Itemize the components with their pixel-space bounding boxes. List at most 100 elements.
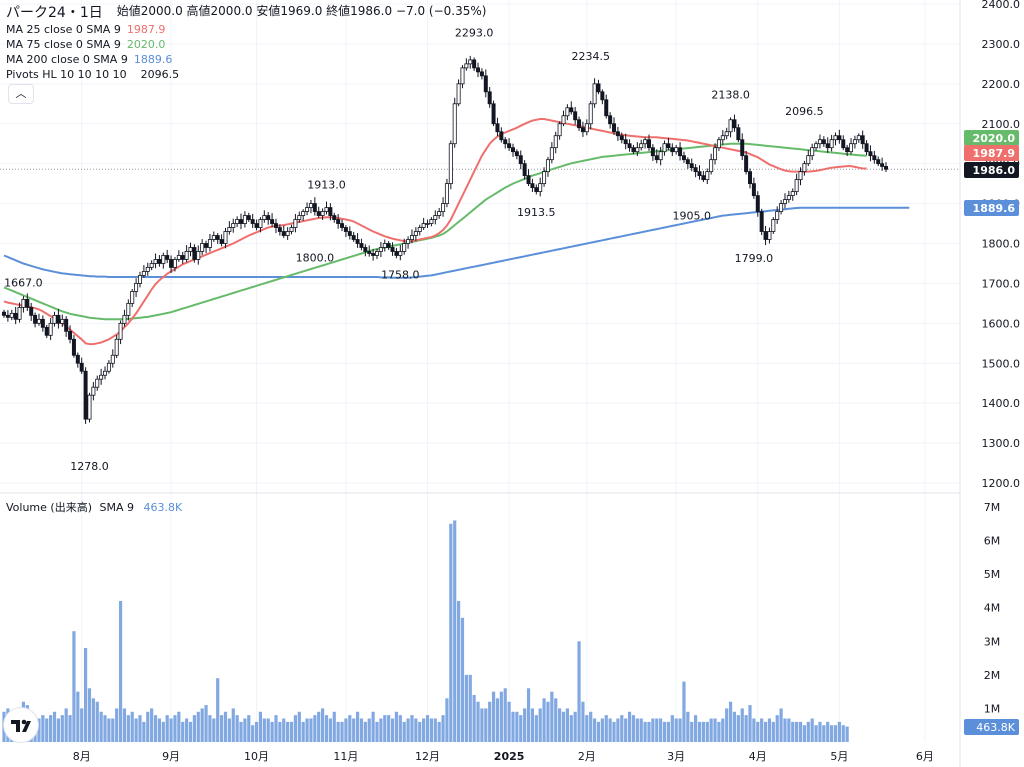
- candle-body: [394, 251, 399, 256]
- volume-bar: [254, 721, 259, 742]
- volume-label[interactable]: Volume (出来高): [6, 501, 92, 514]
- volume-bar: [818, 721, 822, 742]
- pivot-label: 1905.0: [672, 210, 711, 223]
- candle-body: [36, 318, 41, 324]
- candle-body: [246, 215, 251, 220]
- candle-body: [650, 147, 655, 157]
- candle-body: [382, 243, 387, 248]
- volume-bar: [565, 708, 569, 742]
- candle-body: [658, 151, 663, 161]
- volume-bar: [721, 718, 725, 742]
- volume-bar: [146, 711, 150, 742]
- candle-body: [130, 290, 135, 304]
- candle-body: [215, 235, 220, 240]
- candle-body: [689, 163, 694, 169]
- ma75-label[interactable]: MA 75 close 0 SMA 9: [6, 38, 121, 51]
- candle-body: [841, 139, 846, 149]
- volume-bar: [763, 721, 768, 742]
- volume-bar: [235, 715, 239, 742]
- candle-body: [44, 326, 49, 336]
- candle-body: [33, 314, 38, 324]
- candle-body: [262, 215, 267, 220]
- price-tick-label: 1200.0: [982, 477, 1021, 490]
- tradingview-logo[interactable]: [4, 708, 38, 742]
- candle-body: [211, 235, 216, 240]
- volume-bar: [383, 715, 387, 742]
- candle-body: [510, 147, 515, 153]
- candle-body: [790, 191, 795, 197]
- volume-bar: [301, 721, 305, 742]
- candle-body: [817, 139, 822, 145]
- candle-body: [472, 59, 477, 69]
- collapse-legend-button[interactable]: ︿: [8, 84, 34, 104]
- volume-bar: [286, 721, 290, 742]
- symbol-title[interactable]: パーク24・1日: [6, 5, 103, 21]
- candle-body: [864, 143, 869, 153]
- candle-body: [526, 175, 531, 185]
- volume-bar: [561, 711, 566, 742]
- volume-bar: [546, 701, 550, 742]
- volume-bar: [348, 715, 352, 742]
- candle-body: [829, 139, 834, 149]
- candle-body: [884, 166, 889, 170]
- price-label-text: 1986.0: [973, 164, 1016, 177]
- candle-body: [359, 243, 364, 248]
- candle-body: [666, 143, 671, 149]
- candle-body: [398, 251, 403, 256]
- pivot-label: 2096.5: [785, 105, 824, 118]
- candle-body: [204, 243, 209, 248]
- volume-bar: [662, 721, 667, 742]
- pivot-label: 2138.0: [711, 89, 750, 102]
- volume-bar: [56, 718, 60, 742]
- candle-body: [64, 318, 69, 332]
- volume-bar: [608, 718, 612, 742]
- candle-body: [409, 235, 414, 240]
- ma200-value: 1889.6: [133, 53, 173, 66]
- candle-body: [293, 219, 298, 228]
- candle-body: [615, 131, 620, 137]
- candle-body: [464, 63, 469, 69]
- volume-bar: [826, 721, 830, 742]
- candle-body: [507, 143, 512, 149]
- volume-bar: [363, 721, 367, 742]
- candle-body: [755, 195, 760, 212]
- volume-bar: [795, 721, 799, 742]
- candle-body: [421, 223, 426, 228]
- volume-bar: [251, 725, 255, 742]
- candle-body: [662, 143, 667, 153]
- ma200-label[interactable]: MA 200 close 0 SMA 9: [6, 53, 128, 66]
- candle-body: [654, 155, 659, 161]
- candle-body: [239, 219, 244, 224]
- time-tick-label: 10月: [244, 750, 269, 763]
- volume-bar: [321, 708, 325, 742]
- candle-body: [157, 259, 162, 264]
- volume-bar: [534, 715, 538, 742]
- candle-body: [693, 167, 698, 173]
- volume-bar: [188, 721, 193, 742]
- volume-legend: Volume (出来高) SMA 9 463.8K: [6, 499, 182, 515]
- volume-bar: [837, 721, 841, 742]
- volume-bar: [192, 715, 196, 742]
- pivot-label: 1913.5: [517, 206, 556, 219]
- candle-body: [277, 227, 282, 232]
- price-label-text: 1889.6: [973, 202, 1016, 215]
- candle-body: [779, 203, 784, 212]
- candle-body: [868, 151, 873, 157]
- volume-bar: [705, 721, 709, 742]
- candle-body: [549, 147, 554, 161]
- candle-body: [308, 203, 313, 208]
- volume-bar: [293, 715, 298, 742]
- volume-tick-label: 6M: [984, 535, 1001, 548]
- volume-bar: [732, 711, 737, 742]
- candle-body: [437, 211, 442, 216]
- volume-bar: [177, 711, 181, 742]
- pivots-label[interactable]: Pivots HL 10 10 10 10: [6, 68, 127, 81]
- candle-body: [425, 223, 430, 225]
- candle-body: [114, 338, 119, 356]
- candle-body: [332, 215, 337, 220]
- volume-bar: [49, 715, 53, 742]
- ma25-label[interactable]: MA 25 close 0 SMA 9: [6, 23, 121, 36]
- volume-bar: [701, 721, 705, 742]
- volume-bar: [806, 721, 810, 742]
